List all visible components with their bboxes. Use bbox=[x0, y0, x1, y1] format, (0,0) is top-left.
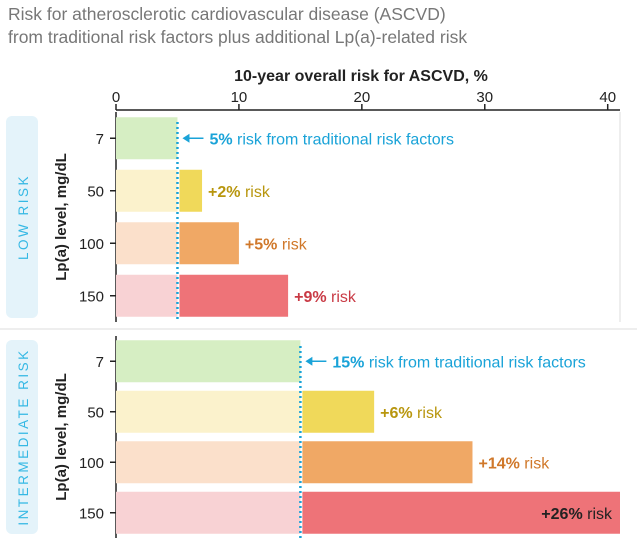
baseline-arrow-head bbox=[182, 133, 190, 143]
category-label: 7 bbox=[96, 131, 104, 148]
chart-title-block: Risk for atherosclerotic cardiovascular … bbox=[8, 3, 628, 49]
base-risk-bar bbox=[116, 274, 178, 317]
added-risk-label: +14% risk bbox=[478, 455, 550, 472]
base-risk-bar bbox=[116, 441, 301, 484]
added-risk-value: +5% bbox=[245, 236, 277, 253]
base-risk-bar bbox=[116, 491, 301, 534]
added-risk-label: +5% risk bbox=[245, 236, 308, 253]
baseline-arrow-head bbox=[305, 356, 313, 366]
x-axis-label: 10-year overall risk for ASCVD, % bbox=[234, 68, 488, 85]
category-label: 150 bbox=[79, 505, 104, 522]
added-risk-label: +9% risk bbox=[294, 289, 357, 306]
chart-title: Risk for atherosclerotic cardiovascular … bbox=[8, 4, 446, 24]
panel-low-risk: LOW RISK Lp(a) level, mg/dL 7 50 +2% risk 100… bbox=[6, 112, 454, 322]
added-risk-bar bbox=[179, 222, 239, 265]
added-risk-bar bbox=[302, 390, 375, 433]
added-risk-text: risk bbox=[413, 405, 443, 422]
added-risk-value: +9% bbox=[294, 289, 326, 306]
panel-label-box bbox=[6, 340, 38, 534]
category-label: 100 bbox=[79, 455, 104, 472]
added-risk-bar bbox=[179, 169, 203, 212]
x-tick-label: 40 bbox=[599, 89, 616, 106]
category-label: 100 bbox=[79, 236, 104, 253]
x-tick-label: 30 bbox=[476, 89, 493, 106]
x-tick-label: 10 bbox=[231, 89, 248, 106]
baseline-label: 5% risk from traditional risk factors bbox=[209, 131, 454, 148]
y-axis-label: Lp(a) level, mg/dL bbox=[53, 373, 70, 501]
added-risk-label: +6% risk bbox=[380, 405, 443, 422]
category-label: 50 bbox=[87, 183, 104, 200]
added-risk-label: +26% risk bbox=[541, 506, 613, 523]
category-label: 7 bbox=[96, 354, 104, 371]
added-risk-text: risk bbox=[520, 455, 550, 472]
chart-subtitle: from traditional risk factors plus addit… bbox=[8, 27, 468, 47]
added-risk-text: risk bbox=[583, 506, 613, 523]
added-risk-label: +2% risk bbox=[208, 184, 271, 201]
x-tick-label: 20 bbox=[354, 89, 371, 106]
baseline-text: risk from traditional risk factors bbox=[364, 354, 585, 371]
panel-name: INTERMEDIATE RISK bbox=[16, 348, 31, 525]
category-label: 150 bbox=[79, 288, 104, 305]
added-risk-value: +2% bbox=[208, 184, 240, 201]
base-risk-bar bbox=[116, 390, 301, 433]
category-label: 50 bbox=[87, 404, 104, 421]
x-tick-label: 0 bbox=[112, 89, 120, 106]
base-risk-bar bbox=[116, 117, 178, 160]
baseline-value: 5% bbox=[209, 131, 232, 148]
added-risk-value: +6% bbox=[380, 405, 412, 422]
base-risk-bar bbox=[116, 169, 178, 212]
panel-intermediate-risk: INTERMEDIATE RISK Lp(a) level, mg/dL 7 50 +6… bbox=[6, 336, 620, 538]
added-risk-text: risk bbox=[277, 236, 307, 253]
panel-label-box bbox=[6, 116, 38, 318]
y-axis-label: Lp(a) level, mg/dL bbox=[53, 153, 70, 281]
added-risk-value: +14% bbox=[478, 455, 519, 472]
baseline-value: 15% bbox=[332, 354, 364, 371]
baseline-label: 15% risk from traditional risk factors bbox=[332, 354, 585, 371]
added-risk-bar bbox=[302, 441, 473, 484]
added-risk-value: +26% bbox=[541, 506, 582, 523]
added-risk-bar bbox=[302, 491, 620, 534]
panel-name: LOW RISK bbox=[16, 174, 31, 260]
added-risk-text: risk bbox=[327, 289, 357, 306]
added-risk-bar bbox=[179, 274, 289, 317]
added-risk-text: risk bbox=[241, 184, 271, 201]
base-risk-bar bbox=[116, 340, 301, 383]
baseline-text: risk from traditional risk factors bbox=[233, 131, 454, 148]
base-risk-bar bbox=[116, 222, 178, 265]
